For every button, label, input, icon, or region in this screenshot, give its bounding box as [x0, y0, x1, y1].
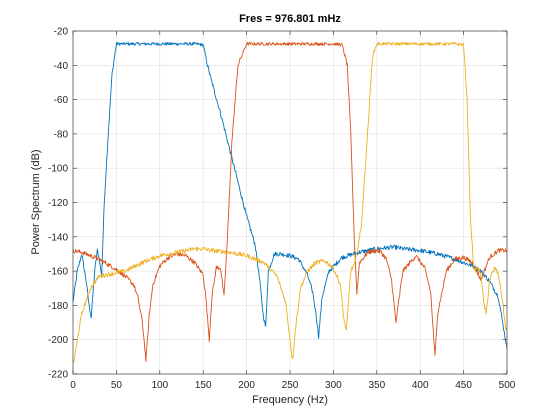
- y-tick-label: -80: [54, 129, 69, 140]
- y-tick-label: -160: [48, 267, 68, 278]
- series-line-3: [72, 41, 508, 364]
- y-tick-label: -20: [54, 27, 69, 38]
- x-tick-label: 100: [151, 380, 168, 391]
- y-tick-label: -180: [48, 301, 68, 312]
- y-tick-label: -140: [48, 232, 68, 243]
- x-tick-label: 50: [111, 380, 123, 391]
- y-tick-label: -100: [48, 164, 68, 175]
- chart-title: Fres = 976.801 mHz: [239, 13, 341, 25]
- x-tick-label: 200: [238, 380, 255, 391]
- series-line-2: [72, 41, 508, 363]
- series-line-1: [72, 41, 508, 349]
- x-tick-label: 150: [195, 380, 212, 391]
- y-axis-label: Power Spectrum (dB): [30, 149, 42, 254]
- x-tick-label: 500: [499, 380, 516, 391]
- y-tick-label: -60: [54, 95, 69, 106]
- x-tick-label: 300: [325, 380, 342, 391]
- x-axis-label: Frequency (Hz): [252, 394, 328, 406]
- y-tick-label: -220: [48, 370, 68, 381]
- x-tick-label: 350: [368, 380, 385, 391]
- y-tick-label: -40: [54, 61, 69, 72]
- x-tick-label: 250: [282, 380, 299, 391]
- x-tick-label: 400: [412, 380, 429, 391]
- y-tick-label: -120: [48, 198, 68, 209]
- y-tick-label: -200: [48, 335, 68, 346]
- series-group: [72, 41, 508, 364]
- ticks: 0 50 100 150 200 250 300 350 400 450 500 -220 -200 -1…: [48, 27, 516, 392]
- x-tick-label: 0: [70, 380, 76, 391]
- x-tick-label: 450: [455, 380, 472, 391]
